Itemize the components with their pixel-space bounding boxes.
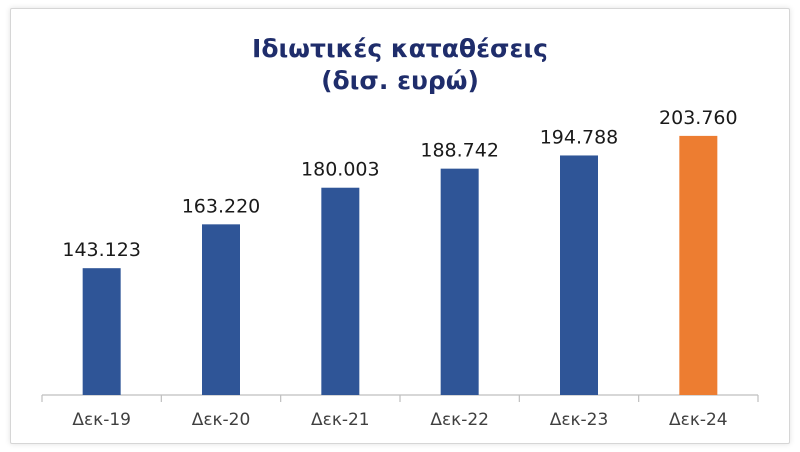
bar-value-label: 163.220 — [182, 195, 261, 217]
chart-subtitle: (δισ. ευρώ) — [321, 66, 479, 95]
bar — [440, 168, 479, 395]
bar — [321, 187, 360, 395]
x-tick-label: Δεκ-21 — [311, 410, 370, 430]
bar — [82, 268, 121, 395]
bar-value-label: 188.742 — [420, 140, 499, 162]
bar-value-label: 180.003 — [301, 159, 380, 181]
bar-value-label: 194.788 — [540, 126, 619, 148]
chart-frame — [10, 8, 790, 444]
bar-value-label: 203.760 — [659, 107, 738, 129]
x-tick-label: Δεκ-20 — [192, 410, 251, 430]
x-tick-label: Δεκ-22 — [430, 410, 489, 430]
bar — [560, 155, 598, 395]
x-tick-label: Δεκ-19 — [72, 410, 131, 430]
x-tick-label: Δεκ-23 — [550, 410, 609, 430]
bar — [202, 224, 240, 395]
bar — [679, 135, 718, 395]
x-tick-label: Δεκ-24 — [669, 410, 728, 430]
chart-title: Ιδιωτικές καταθέσεις — [252, 34, 548, 63]
bar-value-label: 143.123 — [62, 239, 141, 261]
